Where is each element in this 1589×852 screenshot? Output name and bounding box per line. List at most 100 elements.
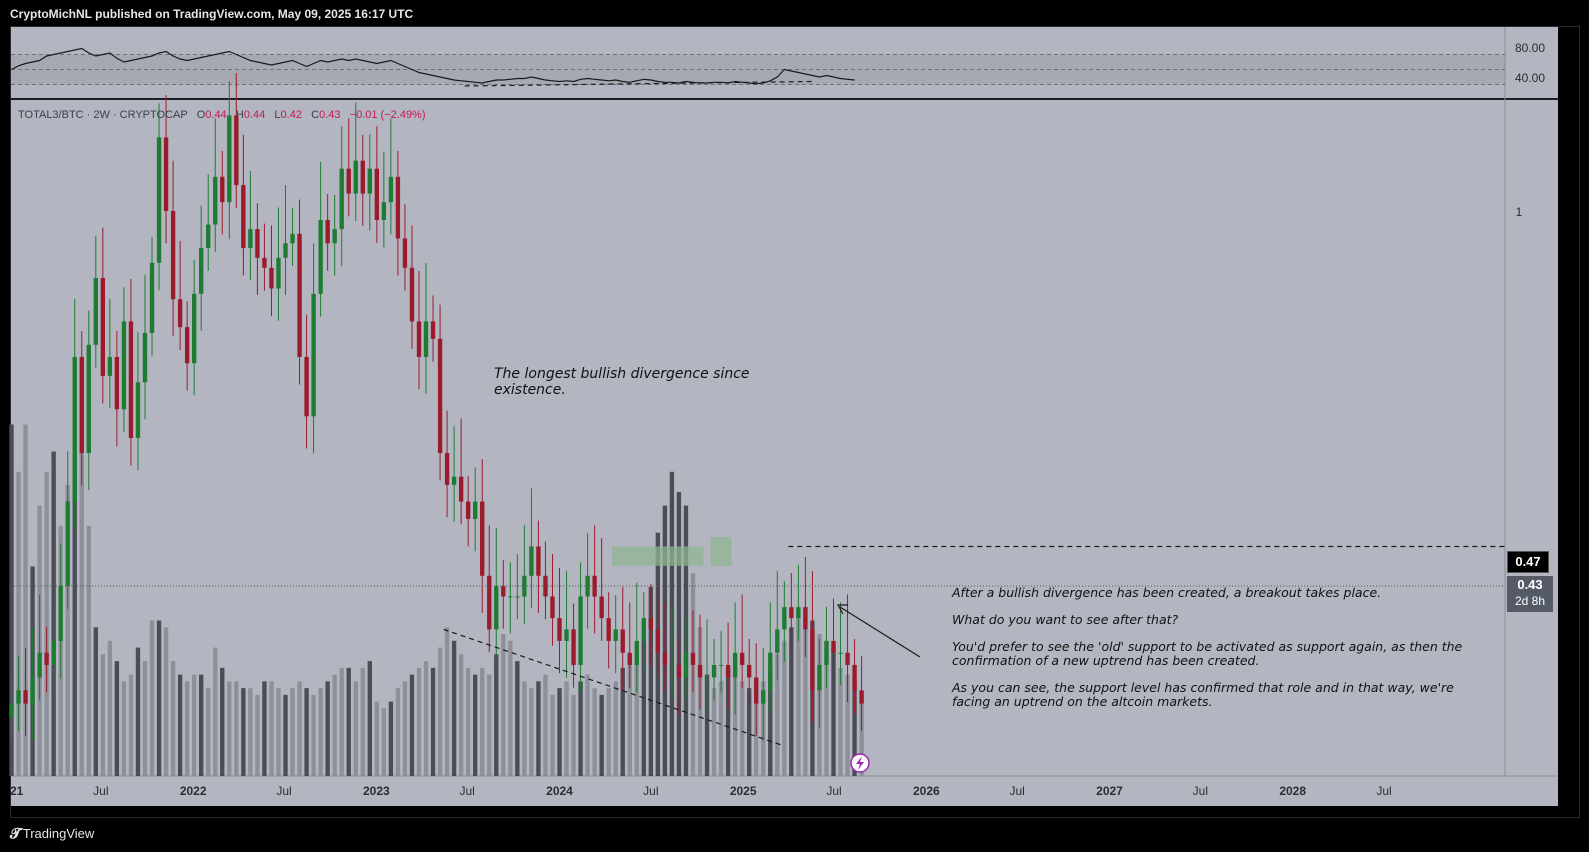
candle-body	[199, 248, 204, 294]
volume-bars	[9, 424, 864, 776]
volume-bar	[9, 424, 14, 776]
candle-body	[360, 160, 365, 194]
candle-body	[775, 629, 780, 653]
volume-bar	[402, 681, 408, 776]
candle-body	[269, 267, 274, 289]
candle-body	[444, 453, 450, 485]
candle-body	[761, 690, 766, 704]
axes: 21 Jul 2022 Jul 2023 Jul 2024 Jul 2025 Jul 2026 Jul…	[10, 41, 1545, 798]
tradingview-logo[interactable]: 𝓣 TradingView	[10, 825, 94, 842]
candle-body	[669, 664, 675, 666]
volume-bar	[346, 667, 351, 776]
volume-bar	[135, 647, 141, 776]
support-zone	[710, 537, 732, 566]
volume-bar	[353, 681, 358, 776]
support-zone	[612, 546, 704, 566]
candle-body	[571, 629, 576, 665]
candle-body	[248, 229, 253, 249]
volume-bar	[592, 688, 597, 776]
chart-background	[11, 27, 1558, 806]
candle-body	[395, 176, 401, 239]
note-p3: You'd prefer to see the 'old' support to…	[952, 639, 1463, 668]
volume-bar	[381, 708, 387, 776]
time-tick-label: Jul	[459, 784, 474, 798]
volume-bar	[831, 647, 836, 776]
candle-body	[676, 664, 682, 678]
candle-body	[648, 618, 654, 630]
volume-bar	[444, 627, 450, 776]
rsi-scale-background	[1505, 27, 1558, 98]
volume-bar	[641, 640, 646, 776]
candle-body	[170, 211, 176, 300]
candle-body	[227, 115, 232, 203]
candle-body	[711, 664, 717, 678]
note-p4: As you can see, the support level has co…	[952, 680, 1454, 709]
volume-bar	[501, 634, 506, 776]
candle-body	[747, 664, 752, 678]
legend-close: 0.43	[319, 109, 341, 121]
volume-bar	[142, 661, 148, 776]
volume-bar	[304, 688, 309, 776]
candle-body	[339, 168, 344, 230]
candle-body	[290, 233, 295, 244]
volume-bar	[170, 661, 176, 776]
candle-body	[627, 652, 632, 665]
volume-bar	[571, 694, 576, 776]
volume-bar	[564, 681, 569, 776]
time-tick-label: 2023	[363, 784, 390, 798]
candle-body	[831, 640, 836, 653]
candle-body	[634, 640, 639, 665]
volume-bar	[93, 627, 98, 776]
volume-bar	[227, 681, 232, 776]
volume-bar	[262, 681, 267, 776]
candle-body	[220, 176, 225, 203]
candle-body	[297, 233, 302, 357]
candle-body	[367, 168, 372, 194]
price-background	[11, 100, 1505, 776]
volume-bar	[775, 654, 780, 776]
volume-bar	[367, 661, 372, 776]
volume-bar	[627, 661, 632, 776]
candle-body	[276, 257, 281, 289]
time-tick-label: Jul	[826, 784, 841, 798]
pointer-arrowhead	[836, 604, 848, 615]
volume-bar	[395, 688, 401, 776]
drawings	[11, 80, 1505, 773]
current-price-tag: 0.43 2d 8h	[1507, 576, 1553, 612]
volume-bar	[718, 681, 724, 776]
volume-bar	[318, 688, 323, 776]
legend-high-label: H	[235, 109, 244, 121]
legend-close-label: C	[311, 109, 320, 121]
candle-body	[177, 299, 183, 328]
volume-bar	[634, 654, 639, 776]
volume-bar	[297, 681, 302, 776]
legend-open-label: O	[196, 109, 206, 121]
time-tick-label: 2024	[546, 784, 573, 798]
volume-bar	[23, 424, 28, 776]
current-price: 0.43	[1517, 577, 1543, 592]
volume-bar	[557, 688, 562, 776]
candle-body	[86, 344, 91, 454]
candle-body	[536, 546, 541, 576]
volume-bar	[522, 681, 527, 776]
volume-bar	[107, 640, 113, 776]
candle-body	[501, 586, 506, 597]
candle-body	[592, 575, 597, 597]
legend-change: −0.01 (−2.49%)	[349, 109, 426, 121]
volume-bar	[290, 688, 295, 776]
volume-bar	[269, 681, 274, 776]
pointer-arrow	[839, 606, 921, 658]
volume-bar	[437, 647, 443, 776]
volume-bar	[613, 681, 618, 776]
volume-bar	[789, 627, 794, 776]
volume-bar	[423, 661, 429, 776]
candle-body	[845, 652, 850, 665]
candle-body	[423, 321, 429, 357]
volume-bar	[852, 681, 857, 776]
candle-body	[100, 278, 106, 376]
volume-bar	[515, 661, 520, 776]
candle-body	[451, 476, 457, 485]
candle-body	[564, 629, 569, 641]
time-tick-label: Jul	[276, 784, 291, 798]
